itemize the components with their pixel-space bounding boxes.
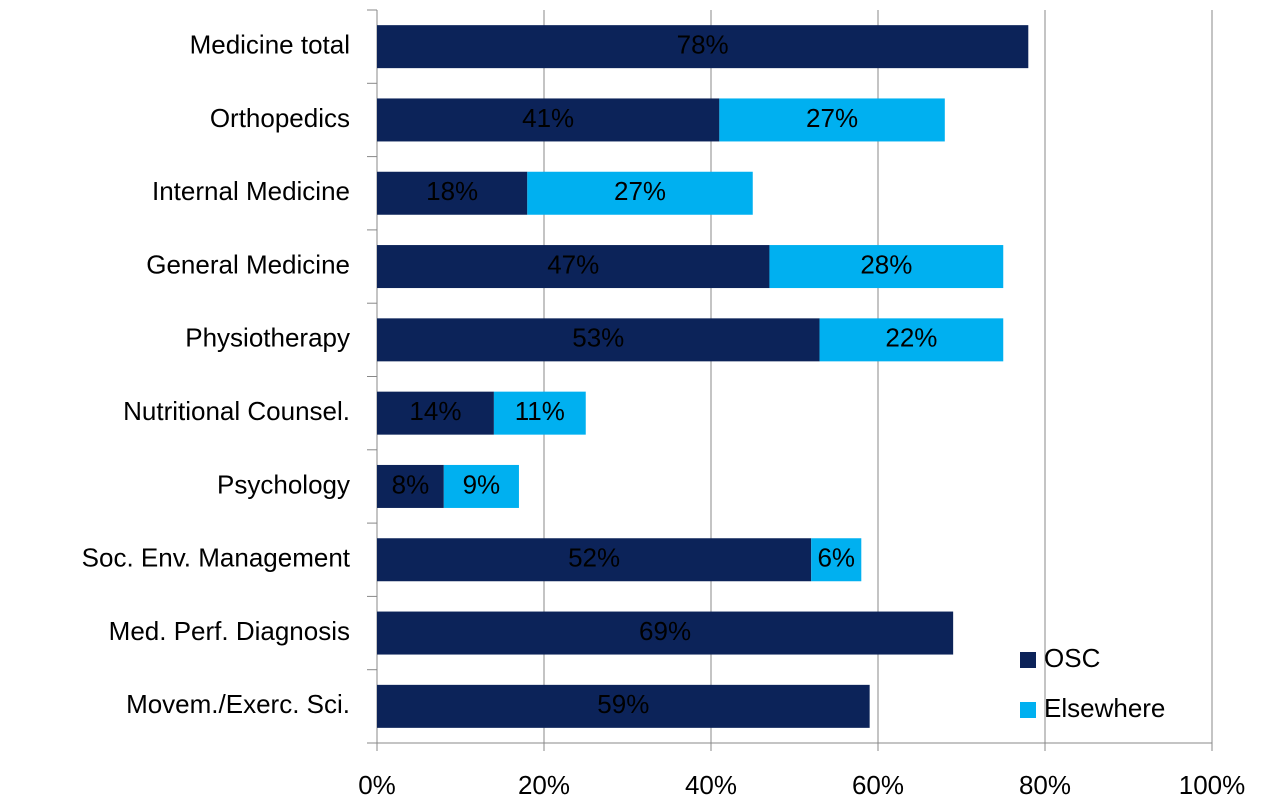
y-tick-label: Physiotherapy: [185, 323, 350, 353]
data-label: 14%: [409, 396, 461, 426]
bar-segment: [377, 25, 1029, 69]
data-label: 78%: [677, 30, 729, 60]
y-tick-label: Med. Perf. Diagnosis: [109, 616, 350, 646]
data-label: 6%: [817, 543, 855, 573]
y-tick-label: Orthopedics: [210, 103, 350, 133]
bar-segment: [719, 98, 945, 142]
x-tick-label: 60%: [852, 770, 904, 800]
bar-segment: [819, 318, 1004, 362]
bar-segment: [769, 245, 1004, 289]
bar-segment: [377, 98, 720, 142]
legend-label: OSC: [1044, 643, 1100, 673]
y-tick-label: Psychology: [217, 469, 350, 499]
y-tick-label: General Medicine: [146, 249, 350, 279]
legend-swatch: [1020, 652, 1036, 668]
bar-segment: [811, 538, 862, 582]
data-label: 59%: [597, 689, 649, 719]
data-label: 28%: [860, 249, 912, 279]
x-tick-label: 20%: [518, 770, 570, 800]
x-tick-label: 0%: [358, 770, 396, 800]
data-label: 9%: [463, 469, 501, 499]
bar-segment: [527, 171, 753, 215]
legend-label: Elsewhere: [1044, 693, 1165, 723]
data-label: 69%: [639, 616, 691, 646]
y-tick-label: Internal Medicine: [152, 176, 350, 206]
bar-segment: [377, 171, 528, 215]
data-label: 8%: [392, 469, 430, 499]
y-tick-label: Medicine total: [190, 30, 350, 60]
bar-segment: [377, 464, 444, 508]
y-tick-label: Movem./Exerc. Sci.: [126, 689, 350, 719]
data-label: 22%: [885, 323, 937, 353]
legend-swatch: [1020, 702, 1036, 718]
bar-segment: [377, 684, 870, 728]
data-label: 53%: [572, 323, 624, 353]
data-label: 41%: [522, 103, 574, 133]
bar-segment: [377, 611, 954, 655]
bar-segment: [493, 391, 586, 435]
bar-segment: [377, 245, 770, 289]
data-label: 27%: [614, 176, 666, 206]
y-tick-label: Nutritional Counsel.: [123, 396, 350, 426]
data-label: 18%: [426, 176, 478, 206]
x-tick-label: 40%: [685, 770, 737, 800]
data-label: 27%: [806, 103, 858, 133]
y-tick-label: Soc. Env. Management: [82, 543, 351, 573]
bar-segment: [377, 391, 494, 435]
x-tick-label: 100%: [1179, 770, 1246, 800]
data-label: 47%: [547, 249, 599, 279]
data-label: 11%: [515, 396, 565, 426]
x-tick-label: 80%: [1019, 770, 1071, 800]
bar-segment: [443, 464, 519, 508]
data-label: 52%: [568, 543, 620, 573]
bar-segment: [377, 538, 812, 582]
bar-segment: [377, 318, 820, 362]
